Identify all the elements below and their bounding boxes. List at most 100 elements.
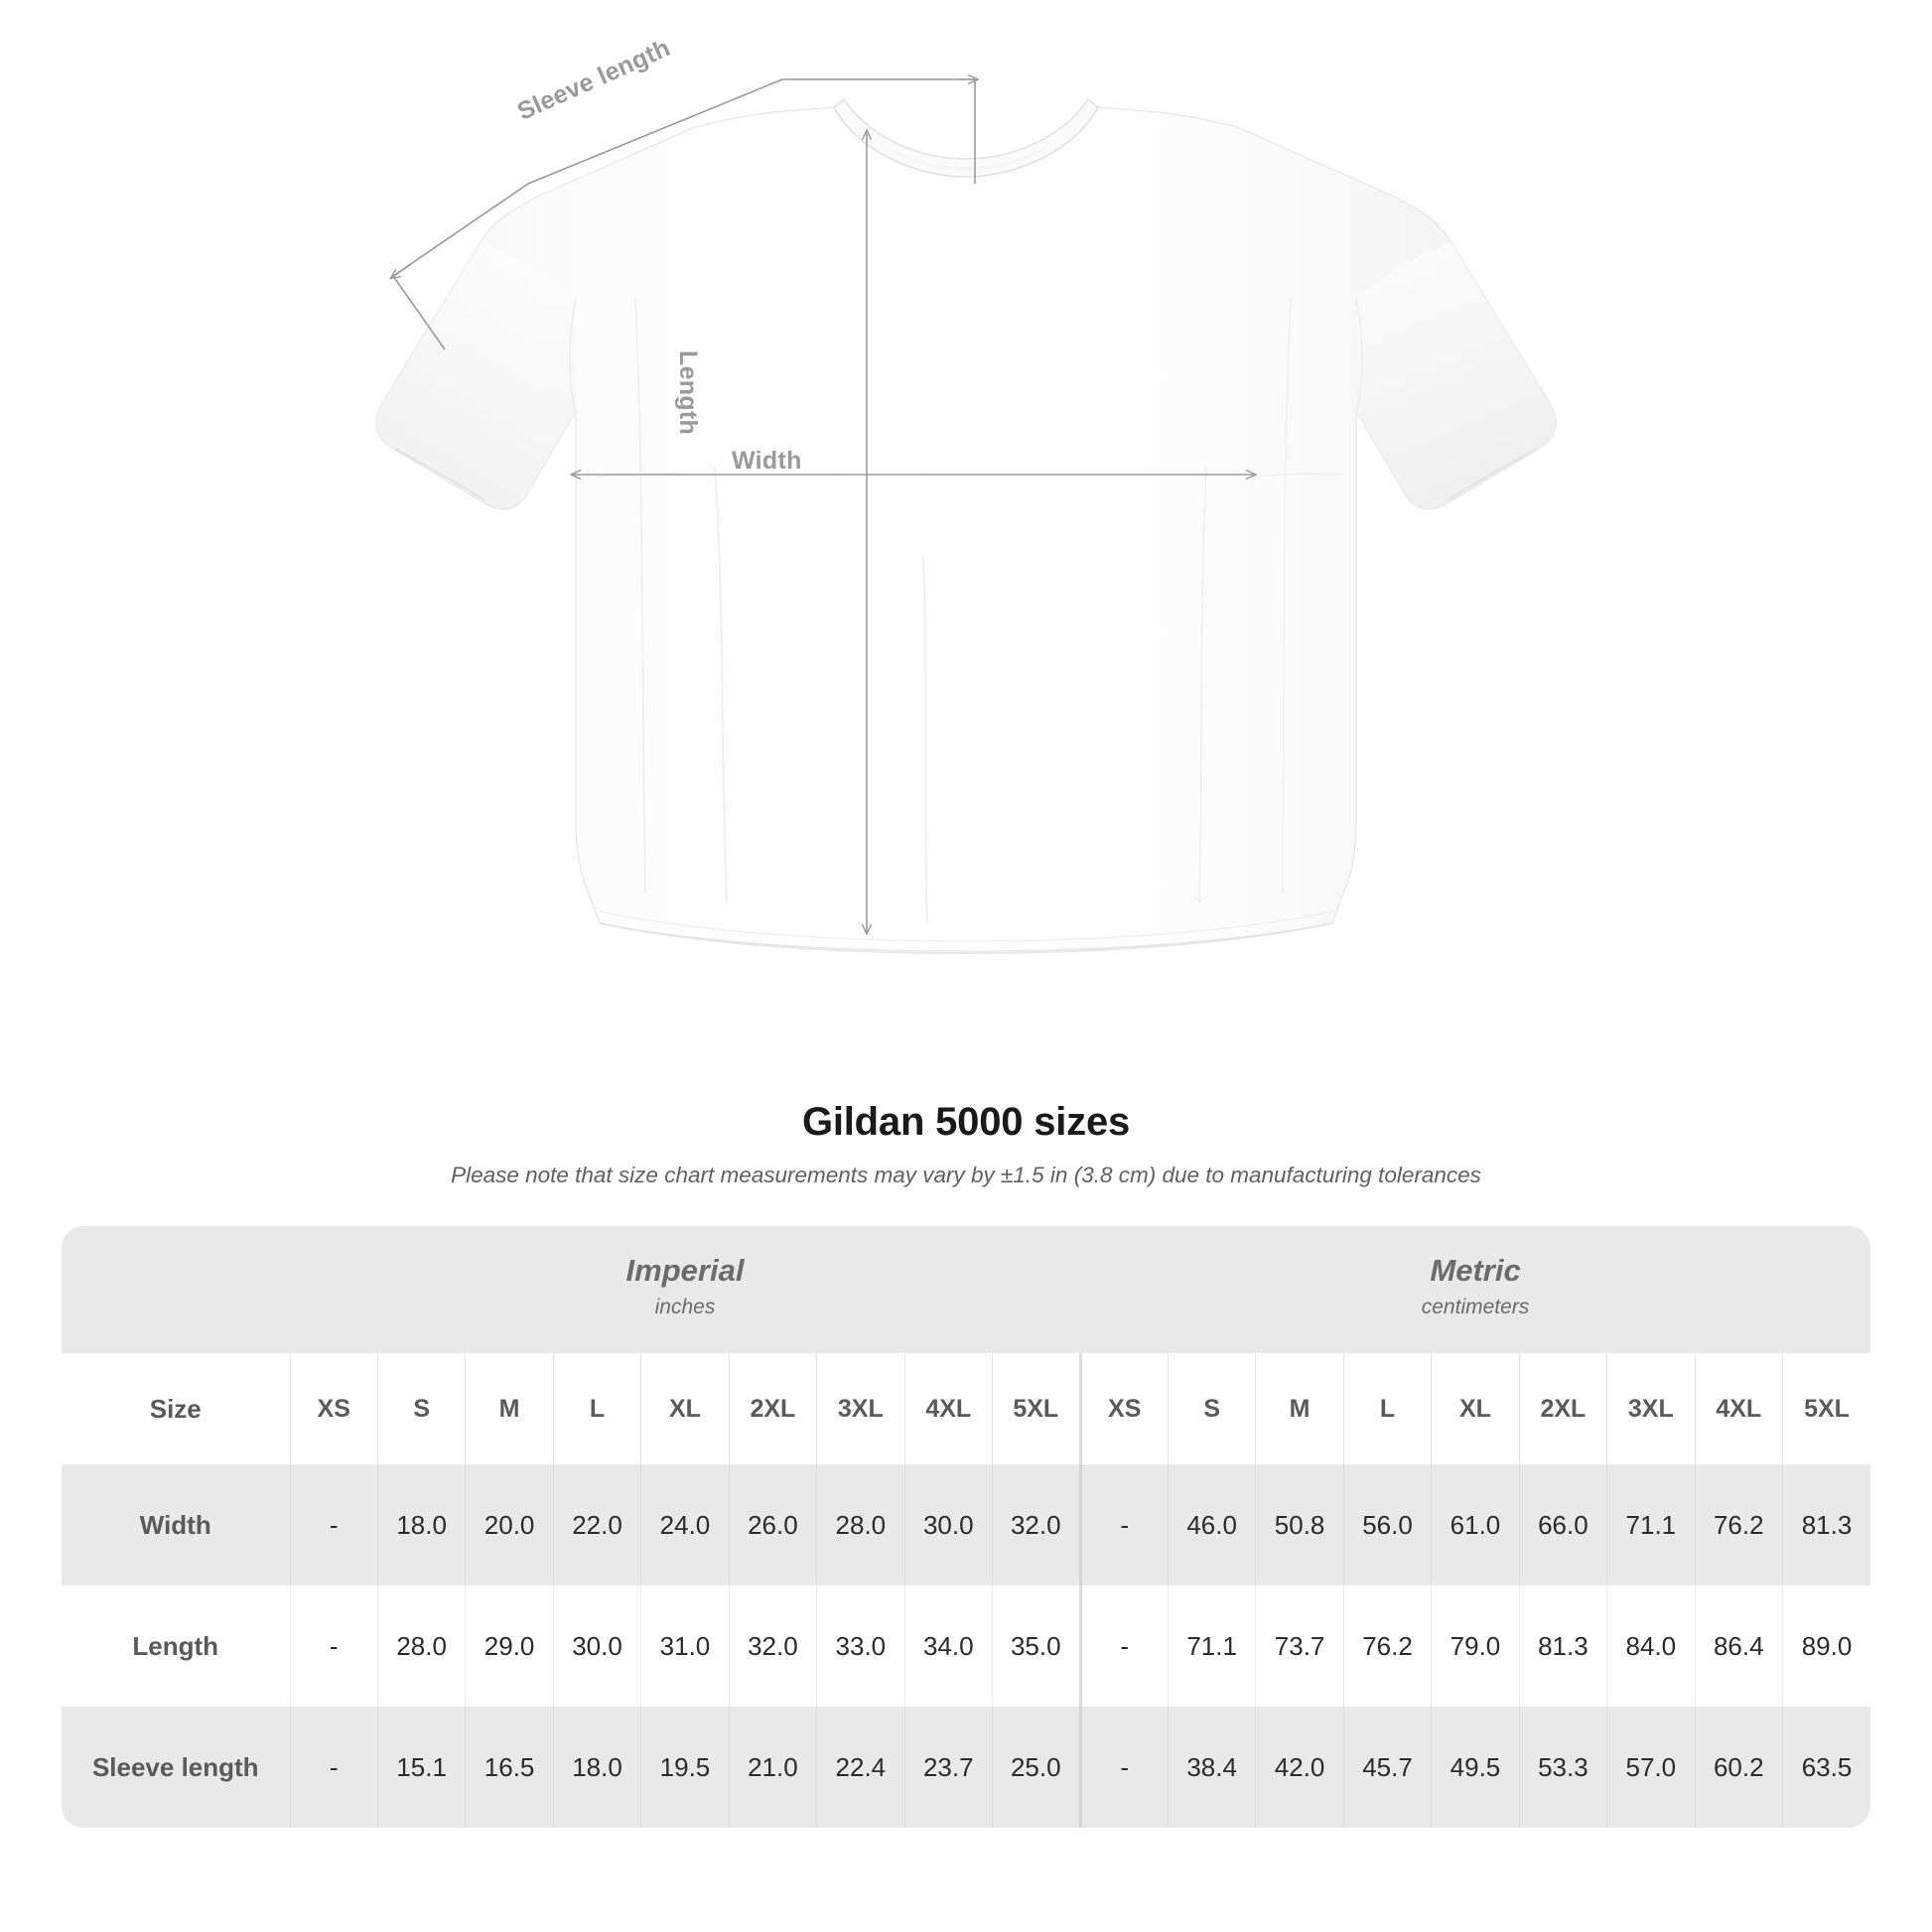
cell-sleeve-length-imperial-4xl: 23.7 <box>903 1707 993 1829</box>
tshirt-illustration <box>375 0 1557 955</box>
length-dimension-label: Length <box>674 350 702 436</box>
size-header-metric-5xl: 5XL <box>1782 1353 1870 1465</box>
unit-group-imperial-sub: inches <box>654 1295 716 1318</box>
cell-length-metric-5xl: 89.0 <box>1782 1586 1870 1708</box>
cell-sleeve-length-imperial-m: 16.5 <box>465 1707 554 1829</box>
size-header-imperial-xl: XL <box>640 1353 730 1465</box>
cell-width-metric-l: 56.0 <box>1342 1464 1432 1587</box>
cell-width-imperial-s: 18.0 <box>376 1464 466 1587</box>
cell-sleeve-length-metric-4xl: 60.2 <box>1694 1707 1783 1829</box>
cell-width-metric-4xl: 76.2 <box>1694 1464 1783 1587</box>
cell-sleeve-length-metric-2xl: 53.3 <box>1518 1707 1607 1829</box>
cell-sleeve-length-imperial-xl: 19.5 <box>640 1707 730 1829</box>
title-block: Gildan 5000 sizes Please note that size … <box>0 1092 1932 1188</box>
cell-width-imperial-5xl: 32.0 <box>992 1464 1080 1587</box>
size-header-imperial-l: L <box>552 1353 641 1465</box>
cell-length-imperial-3xl: 33.0 <box>816 1586 905 1708</box>
cell-width-imperial-xl: 24.0 <box>640 1464 730 1587</box>
table-body: Width -18.0 20.0 22.0 24.0 26.0 28.0 30.0 32.0-4… <box>62 1464 1870 1829</box>
size-chart-table-container: Imperial inches Metric centimeters Size … <box>62 1226 1870 1829</box>
page-title: Gildan 5000 sizes <box>801 1100 1131 1144</box>
cell-sleeve-length-metric-5xl: 63.5 <box>1782 1707 1870 1829</box>
cell-sleeve-length-metric-l: 45.7 <box>1342 1707 1432 1829</box>
cell-sleeve-length-imperial-3xl: 22.4 <box>816 1707 905 1829</box>
cell-sleeve-length-metric-3xl: 57.0 <box>1606 1707 1696 1829</box>
cell-sleeve-length-metric-s: 38.4 <box>1167 1707 1256 1829</box>
size-header-imperial-5xl: 5XL <box>992 1353 1080 1465</box>
table-row: Width -18.0 20.0 22.0 24.0 26.0 28.0 30.0 32.0-4… <box>62 1464 1870 1587</box>
table-head: Imperial inches Metric centimeters Size … <box>62 1226 1870 1465</box>
size-header-imperial-s: S <box>376 1353 466 1465</box>
cell-width-imperial-2xl: 26.0 <box>728 1464 817 1587</box>
size-header-metric-2xl: 2XL <box>1518 1353 1607 1465</box>
cell-length-imperial-5xl: 35.0 <box>992 1586 1080 1708</box>
tshirt-body-shape <box>375 97 1557 955</box>
cell-length-metric-s: 71.1 <box>1167 1586 1256 1708</box>
cell-width-metric-3xl: 71.1 <box>1606 1464 1696 1587</box>
unit-group-imperial: Imperial inches <box>290 1226 1080 1354</box>
size-header-metric-s: S <box>1167 1353 1256 1465</box>
size-header-row: Size XS S M L XL 2XL 3XL 4XL 5XL XS S M L XL 2XL 3XL 4XL… <box>62 1353 1870 1465</box>
unit-group-metric: Metric centimeters <box>1080 1226 1870 1354</box>
cell-width-metric-2xl: 66.0 <box>1518 1464 1607 1587</box>
size-header-metric-xl: XL <box>1431 1353 1520 1465</box>
cell-length-imperial-xl: 31.0 <box>640 1586 730 1708</box>
tolerance-note: Please note that size chart measurements… <box>451 1163 1481 1187</box>
unit-group-imperial-name: Imperial <box>625 1253 745 1288</box>
size-header-imperial-2xl: 2XL <box>728 1353 817 1465</box>
unit-group-metric-name: Metric <box>1430 1253 1521 1288</box>
size-header-imperial-m: M <box>465 1353 554 1465</box>
unit-header-spacer <box>62 1226 290 1354</box>
cell-length-metric-2xl: 81.3 <box>1518 1586 1607 1708</box>
size-header-label: Size <box>62 1353 290 1465</box>
cell-length-metric-4xl: 86.4 <box>1694 1586 1783 1708</box>
cell-width-metric-s: 46.0 <box>1167 1464 1256 1587</box>
size-header-metric-3xl: 3XL <box>1606 1353 1696 1465</box>
cell-sleeve-length-metric-xl: 49.5 <box>1431 1707 1520 1829</box>
cell-width-metric-xs: - <box>1078 1464 1169 1587</box>
measurement-lines <box>391 79 1255 933</box>
size-header-metric-m: M <box>1255 1353 1344 1465</box>
table-row: Length -28.0 29.0 30.0 31.0 32.0 33.0 34.0 35.0-… <box>62 1586 1870 1708</box>
size-header-metric-xs: XS <box>1078 1353 1169 1465</box>
cell-length-metric-m: 73.7 <box>1255 1586 1344 1708</box>
cell-sleeve-length-metric-xs: - <box>1078 1707 1169 1829</box>
unit-group-metric-sub: centimeters <box>1421 1295 1530 1318</box>
cell-length-metric-xs: - <box>1078 1586 1169 1708</box>
cell-sleeve-length-metric-m: 42.0 <box>1255 1707 1344 1829</box>
size-header-imperial-3xl: 3XL <box>816 1353 905 1465</box>
cell-length-metric-l: 76.2 <box>1342 1586 1432 1708</box>
size-header-metric-4xl: 4XL <box>1694 1353 1783 1465</box>
cell-sleeve-length-imperial-l: 18.0 <box>552 1707 641 1829</box>
table-row: Sleeve length -15.1 16.5 18.0 19.5 21.0 22.4 23… <box>62 1707 1870 1829</box>
cell-length-imperial-xs: - <box>289 1586 378 1708</box>
cell-width-imperial-l: 22.0 <box>552 1464 641 1587</box>
size-chart-table: Imperial inches Metric centimeters Size … <box>62 1226 1870 1829</box>
width-dimension-label: Width <box>732 447 802 475</box>
cell-width-imperial-xs: - <box>289 1464 378 1587</box>
cell-sleeve-length-imperial-5xl: 25.0 <box>992 1707 1080 1829</box>
size-header-metric-l: L <box>1342 1353 1432 1465</box>
cell-length-imperial-4xl: 34.0 <box>903 1586 993 1708</box>
cell-sleeve-length-imperial-xs: - <box>289 1707 378 1829</box>
row-label-width: Width <box>62 1464 290 1587</box>
size-header-imperial-xs: XS <box>289 1353 378 1465</box>
unit-group-header-row: Imperial inches Metric centimeters <box>62 1226 1870 1354</box>
cell-sleeve-length-imperial-s: 15.1 <box>376 1707 466 1829</box>
cell-length-imperial-m: 29.0 <box>465 1586 554 1708</box>
size-header-imperial-4xl: 4XL <box>903 1353 993 1465</box>
cell-length-metric-3xl: 84.0 <box>1606 1586 1696 1708</box>
cell-sleeve-length-imperial-2xl: 21.0 <box>728 1707 817 1829</box>
tshirt-diagram: Sleeve length Length Width <box>375 0 1557 955</box>
cell-width-metric-xl: 61.0 <box>1431 1464 1520 1587</box>
cell-length-imperial-2xl: 32.0 <box>728 1586 817 1708</box>
row-label-sleeve-length: Sleeve length <box>62 1707 290 1829</box>
cell-length-imperial-l: 30.0 <box>552 1586 641 1708</box>
cell-width-imperial-4xl: 30.0 <box>903 1464 993 1587</box>
cell-width-metric-5xl: 81.3 <box>1782 1464 1870 1587</box>
cell-length-metric-xl: 79.0 <box>1431 1586 1520 1708</box>
row-label-length: Length <box>62 1586 290 1708</box>
cell-length-imperial-s: 28.0 <box>376 1586 466 1708</box>
cell-width-imperial-3xl: 28.0 <box>816 1464 905 1587</box>
cell-width-imperial-m: 20.0 <box>465 1464 554 1587</box>
